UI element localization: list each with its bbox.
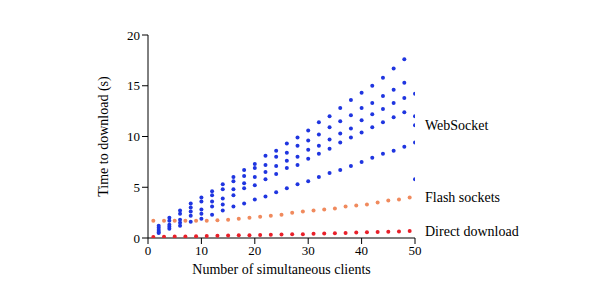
svg-text:40: 40 <box>355 243 368 258</box>
svg-text:30: 30 <box>302 243 315 258</box>
svg-text:WebSocket: WebSocket <box>425 118 489 133</box>
svg-text:10: 10 <box>195 243 208 258</box>
svg-text:10: 10 <box>127 129 140 144</box>
svg-text:Number of simultaneous clients: Number of simultaneous clients <box>192 262 370 277</box>
svg-text:Flash sockets: Flash sockets <box>425 190 500 205</box>
svg-text:5: 5 <box>134 180 141 195</box>
svg-text:20: 20 <box>248 243 261 258</box>
svg-text:50: 50 <box>409 243 422 258</box>
svg-text:0: 0 <box>145 243 152 258</box>
svg-text:Time to download (s): Time to download (s) <box>96 76 112 197</box>
svg-text:15: 15 <box>127 78 140 93</box>
svg-text:20: 20 <box>127 28 140 43</box>
svg-text:Direct download: Direct download <box>425 224 519 239</box>
svg-text:0: 0 <box>134 231 141 246</box>
